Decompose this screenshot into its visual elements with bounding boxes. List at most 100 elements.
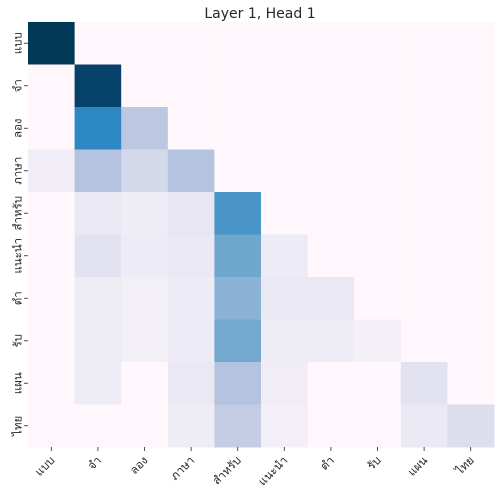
- heatmap-cell-r9-c7: [354, 404, 402, 448]
- heatmap-cell-r7-c0: [28, 319, 76, 363]
- y-tick-label: ตำ: [11, 291, 25, 305]
- heatmap-cell-r1-c8: [400, 64, 448, 108]
- heatmap-cell-r6-c0: [28, 277, 76, 320]
- heatmap-cell-r7-c1: [74, 319, 122, 363]
- heatmap-cell-r4-c3: [167, 192, 215, 235]
- heatmap-cell-r2-c0: [28, 107, 76, 150]
- heatmap-cell-r8-c8: [400, 362, 448, 405]
- heatmap-cell-r5-c4: [214, 234, 262, 278]
- heatmap-cell-r1-c2: [121, 64, 169, 108]
- heatmap-cell-r2-c2: [121, 107, 169, 150]
- heatmap-cell-r3-c1: [74, 149, 122, 193]
- x-tick-label: สำหรับ: [209, 453, 243, 487]
- heatmap-cell-r1-c9: [447, 64, 495, 108]
- chart-title: Layer 1, Head 1: [204, 6, 315, 22]
- heatmap-cell-r9-c5: [261, 404, 309, 448]
- heatmap-cell-r1-c0: [28, 64, 76, 108]
- x-tick-label: แนะนำ: [255, 453, 290, 488]
- heatmap-cell-r9-c1: [74, 404, 122, 448]
- y-tick-label: ไทย: [11, 416, 25, 437]
- heatmap-cell-r2-c9: [447, 107, 495, 150]
- y-tick-label: สำหรับ: [11, 196, 25, 231]
- x-tick-label: ภาษา: [167, 453, 197, 483]
- heatmap-cell-r9-c4: [214, 404, 262, 448]
- heatmap-cell-r9-c8: [400, 404, 448, 448]
- heatmap-cell-r8-c2: [121, 362, 169, 405]
- heatmap-cell-r1-c3: [167, 64, 215, 108]
- heatmap-cell-r4-c1: [74, 192, 122, 235]
- heatmap-cell-r9-c6: [307, 404, 355, 448]
- y-tick-label: แบบ: [11, 32, 25, 54]
- heatmap-cell-r8-c6: [307, 362, 355, 405]
- y-tick-label: จำ: [11, 79, 25, 92]
- heatmap-cell-r6-c2: [121, 277, 169, 320]
- x-tick-label: แผน: [405, 453, 431, 479]
- heatmap-cell-r7-c5: [261, 319, 309, 363]
- heatmap-cell-r6-c1: [74, 277, 122, 320]
- x-tick-label: ไทย: [452, 453, 477, 478]
- heatmap-cell-r9-c0: [28, 404, 76, 448]
- heatmap-cell-r2-c1: [74, 107, 122, 150]
- heatmap-cell-r7-c7: [354, 319, 402, 363]
- heatmap-cell-r4-c0: [28, 192, 76, 235]
- heatmap-cell-r6-c9: [447, 277, 495, 320]
- heatmap-cell-r8-c3: [167, 362, 215, 405]
- heatmap-cell-r0-c4: [214, 22, 262, 65]
- heatmap-cell-r3-c2: [121, 149, 169, 193]
- heatmap-cell-r5-c0: [28, 234, 76, 278]
- heatmap-cell-r8-c5: [261, 362, 309, 405]
- heatmap-cell-r7-c2: [121, 319, 169, 363]
- heatmap-cell-r0-c8: [400, 22, 448, 65]
- heatmap-cell-r6-c6: [307, 277, 355, 320]
- heatmap-cell-r3-c6: [307, 149, 355, 193]
- heatmap-cell-r0-c9: [447, 22, 495, 65]
- heatmap-cell-r5-c1: [74, 234, 122, 278]
- heatmap-cell-r2-c8: [400, 107, 448, 150]
- x-tick-label: รับ: [364, 453, 383, 472]
- heatmap-cell-r2-c6: [307, 107, 355, 150]
- heatmap-cell-r8-c1: [74, 362, 122, 405]
- heatmap-cell-r7-c4: [214, 319, 262, 363]
- heatmap-cell-r5-c8: [400, 234, 448, 278]
- y-tick-label: ลอง: [11, 118, 25, 138]
- y-tick-label: รับ: [11, 334, 25, 347]
- heatmap-cell-r5-c3: [167, 234, 215, 278]
- heatmap-cell-r3-c9: [447, 149, 495, 193]
- heatmap-cell-r0-c3: [167, 22, 215, 65]
- heatmap-cell-r6-c7: [354, 277, 402, 320]
- y-tick-label: ภาษา: [11, 157, 25, 185]
- heatmap-cell-r8-c0: [28, 362, 76, 405]
- y-tick-label: แนะนำ: [11, 238, 25, 274]
- heatmap-cell-r5-c6: [307, 234, 355, 278]
- heatmap-cell-r0-c2: [121, 22, 169, 65]
- heatmap-cell-r3-c5: [261, 149, 309, 193]
- heatmap-cell-r1-c5: [261, 64, 309, 108]
- heatmap-cell-r2-c5: [261, 107, 309, 150]
- heatmap-cell-r7-c6: [307, 319, 355, 363]
- heatmap-cell-r5-c7: [354, 234, 402, 278]
- heatmap-cell-r6-c5: [261, 277, 309, 320]
- x-tick-label: ลอง: [127, 453, 151, 477]
- heatmap-cell-r2-c7: [354, 107, 402, 150]
- heatmap-cell-r3-c8: [400, 149, 448, 193]
- heatmap-cell-r0-c0: [28, 22, 76, 65]
- heatmap-cell-r5-c5: [261, 234, 309, 278]
- heatmap-cells: [28, 22, 495, 448]
- heatmap-cell-r1-c4: [214, 64, 262, 108]
- heatmap-cell-r8-c9: [447, 362, 495, 405]
- heatmap-cell-r3-c0: [28, 149, 76, 193]
- heatmap-cell-r3-c7: [354, 149, 402, 193]
- heatmap-cell-r2-c3: [167, 107, 215, 150]
- x-tick-label: จำ: [85, 453, 104, 472]
- heatmap-cell-r9-c3: [167, 404, 215, 448]
- heatmap-cell-r4-c9: [447, 192, 495, 235]
- heatmap-cell-r0-c7: [354, 22, 402, 65]
- heatmap-cell-r4-c5: [261, 192, 309, 235]
- heatmap-cell-r3-c3: [167, 149, 215, 193]
- y-tick-label: แผน: [11, 372, 25, 394]
- heatmap-cell-r3-c4: [214, 149, 262, 193]
- heatmap-cell-r4-c7: [354, 192, 402, 235]
- heatmap-cell-r0-c1: [74, 22, 122, 65]
